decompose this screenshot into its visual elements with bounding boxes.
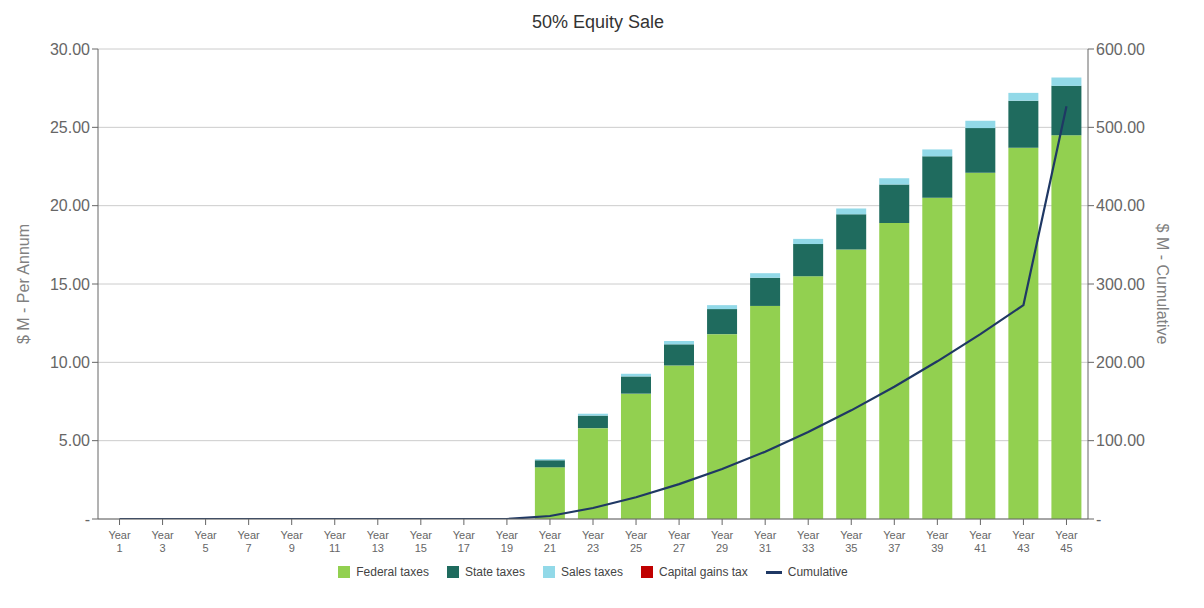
svg-text:Year21: Year21 <box>539 529 562 554</box>
html-text:Capital gains tax: Capital gains tax <box>659 565 748 579</box>
svg-text:25.00: 25.00 <box>50 119 90 136</box>
svg-text:Year25: Year25 <box>625 529 648 554</box>
svg-text:600.00: 600.00 <box>1096 41 1145 58</box>
svg-text:30.00: 30.00 <box>50 41 90 58</box>
svg-text:Year3: Year3 <box>151 529 174 554</box>
svg-text:Year29: Year29 <box>711 529 734 554</box>
svg-text:Year1: Year1 <box>108 529 131 554</box>
svg-text:5.00: 5.00 <box>59 432 90 449</box>
svg-text:-: - <box>1096 511 1101 528</box>
svg-text:10.00: 10.00 <box>50 354 90 371</box>
svg-text:-: - <box>85 511 90 528</box>
svg-text:Year27: Year27 <box>668 529 691 554</box>
svg-text:Year15: Year15 <box>410 529 433 554</box>
svg-text:Year33: Year33 <box>797 529 820 554</box>
html-text:Sales taxes: Sales taxes <box>561 565 623 579</box>
svg-text:Year7: Year7 <box>238 529 261 554</box>
html-text:State taxes: State taxes <box>464 565 525 579</box>
svg-text:Year37: Year37 <box>883 529 906 554</box>
svg-text:Year17: Year17 <box>453 529 476 554</box>
svg-text:500.00: 500.00 <box>1096 119 1145 136</box>
svg-text:Year13: Year13 <box>367 529 390 554</box>
html-text:Federal taxes: Federal taxes <box>356 565 429 579</box>
svg-text:Year39: Year39 <box>926 529 949 554</box>
svg-text:Year41: Year41 <box>969 529 992 554</box>
svg-text:Year35: Year35 <box>840 529 863 554</box>
svg-text:20.00: 20.00 <box>50 197 90 214</box>
svg-text:400.00: 400.00 <box>1096 197 1145 214</box>
svg-text:$ M - Cumulative: $ M - Cumulative <box>1154 224 1171 345</box>
svg-text:200.00: 200.00 <box>1096 354 1145 371</box>
svg-text:100.00: 100.00 <box>1096 432 1145 449</box>
html-text:Cumulative: Cumulative <box>787 565 848 579</box>
svg-text:Year23: Year23 <box>582 529 605 554</box>
svg-text:300.00: 300.00 <box>1096 276 1145 293</box>
html-text:50% Equity Sale: 50% Equity Sale <box>532 12 664 32</box>
svg-text:Year11: Year11 <box>324 529 347 554</box>
svg-text:15.00: 15.00 <box>50 276 90 293</box>
svg-text:Year31: Year31 <box>754 529 777 554</box>
svg-text:Year45: Year45 <box>1055 529 1078 554</box>
svg-text:Year43: Year43 <box>1012 529 1035 554</box>
svg-text:Year5: Year5 <box>194 529 217 554</box>
svg-text:$ M - Per Annum: $ M - Per Annum <box>15 224 32 344</box>
svg-text:Year19: Year19 <box>496 529 519 554</box>
svg-text:Year9: Year9 <box>281 529 304 554</box>
